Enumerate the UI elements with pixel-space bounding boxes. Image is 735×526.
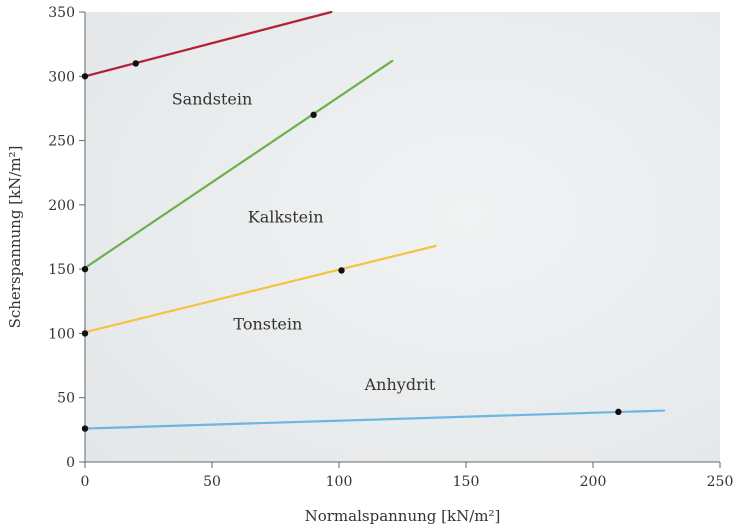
- y-tick-label: 300: [48, 69, 75, 85]
- y-tick-label: 50: [57, 391, 75, 407]
- series-label-kalkstein: Kalkstein: [248, 208, 324, 227]
- y-tick-label: 0: [66, 455, 75, 471]
- series-label-sandstein: Sandstein: [172, 89, 253, 108]
- data-point-sandstein: [133, 60, 139, 66]
- y-tick-label: 150: [48, 262, 75, 278]
- x-tick-label: 0: [81, 474, 90, 490]
- y-tick-label: 100: [48, 326, 75, 342]
- x-axis-title: Normalspannung [kN/m²]: [305, 507, 501, 525]
- y-tick-label: 250: [48, 134, 75, 150]
- y-tick-label: 200: [48, 198, 75, 214]
- data-point-tonstein: [338, 267, 344, 273]
- data-point-anhydrit: [82, 425, 88, 431]
- y-axis-title: Scherspannung [kN/m²]: [6, 146, 24, 329]
- x-tick-label: 50: [203, 474, 221, 490]
- x-tick-label: 200: [580, 474, 607, 490]
- x-tick-label: 250: [707, 474, 734, 490]
- series-label-tonstein: Tonstein: [233, 314, 302, 333]
- y-tick-label: 350: [48, 5, 75, 21]
- series-label-anhydrit: Anhydrit: [364, 375, 436, 394]
- x-tick-label: 150: [453, 474, 480, 490]
- data-point-anhydrit: [615, 409, 621, 415]
- data-point-sandstein: [82, 73, 88, 79]
- data-point-tonstein: [82, 330, 88, 336]
- x-tick-label: 100: [326, 474, 353, 490]
- plot-area: [85, 12, 720, 462]
- data-point-kalkstein: [310, 112, 316, 118]
- data-point-kalkstein: [82, 266, 88, 272]
